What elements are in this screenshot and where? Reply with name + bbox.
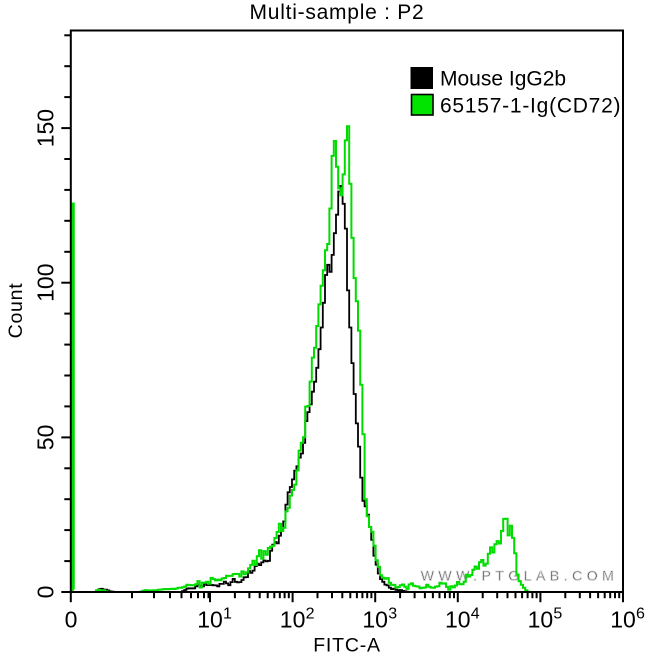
svg-text:10: 10 (280, 607, 306, 633)
svg-text:0: 0 (33, 586, 59, 599)
svg-text:10: 10 (610, 607, 636, 633)
svg-text:65157-1-Ig(CD72): 65157-1-Ig(CD72) (440, 95, 621, 118)
svg-text:3: 3 (388, 606, 397, 623)
svg-text:10: 10 (362, 607, 388, 633)
svg-text:100: 100 (33, 264, 59, 302)
svg-text:6: 6 (636, 606, 645, 623)
svg-text:150: 150 (33, 109, 59, 147)
svg-text:FITC-A: FITC-A (313, 634, 381, 656)
svg-text:10: 10 (197, 607, 223, 633)
svg-text:Multi-sample : P2: Multi-sample : P2 (250, 1, 425, 24)
svg-text:Count: Count (5, 283, 27, 339)
svg-text:Mouse IgG2b: Mouse IgG2b (440, 68, 566, 91)
svg-text:50: 50 (33, 425, 59, 451)
svg-text:1: 1 (223, 606, 232, 623)
svg-text:10: 10 (445, 607, 471, 633)
svg-text:4: 4 (471, 606, 480, 623)
svg-text:5: 5 (553, 606, 562, 623)
svg-text:0: 0 (65, 607, 78, 633)
svg-text:10: 10 (528, 607, 554, 633)
svg-text:2: 2 (306, 606, 315, 623)
